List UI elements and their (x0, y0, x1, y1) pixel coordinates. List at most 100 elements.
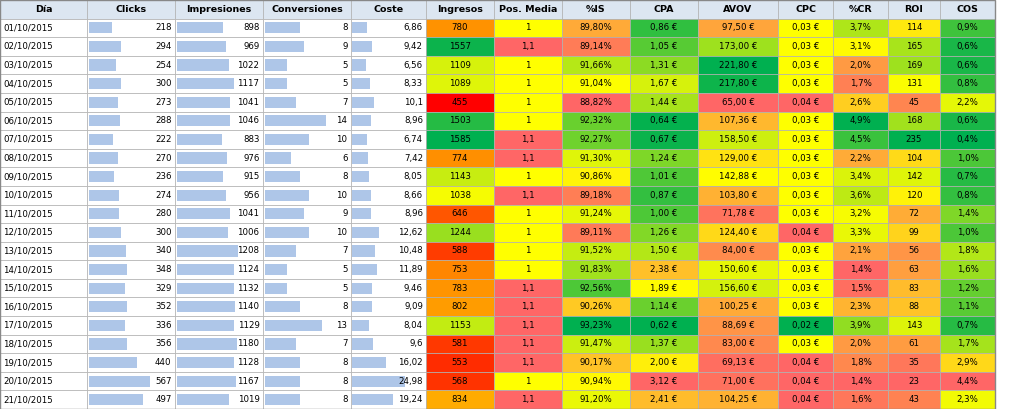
Bar (351, 167, 426, 186)
Text: 11/10/2015: 11/10/2015 (3, 209, 54, 218)
Text: 88,82%: 88,82% (579, 98, 612, 107)
Bar (0, 242, 87, 260)
Bar (353, 134, 366, 145)
Text: 9: 9 (342, 42, 348, 51)
Bar (0, 112, 87, 130)
Text: 3,6%: 3,6% (850, 191, 872, 200)
Text: 222: 222 (155, 135, 172, 144)
Bar (426, 74, 494, 93)
Bar (175, 74, 263, 93)
Bar (87, 130, 175, 149)
Bar (833, 335, 888, 353)
Bar (888, 56, 941, 74)
Text: 336: 336 (155, 321, 172, 330)
Bar (494, 130, 562, 149)
Bar (88, 264, 127, 275)
Text: 90,86%: 90,86% (579, 172, 612, 181)
Bar (562, 0, 630, 18)
Bar (494, 37, 562, 56)
Text: 270: 270 (155, 153, 172, 162)
Text: 17/10/2015: 17/10/2015 (3, 321, 54, 330)
Text: 1,4%: 1,4% (850, 265, 872, 274)
Bar (177, 190, 225, 201)
Bar (175, 204, 263, 223)
Text: 1: 1 (525, 116, 531, 125)
Bar (426, 56, 494, 74)
Text: 1,00 €: 1,00 € (650, 209, 678, 218)
Bar (778, 372, 833, 391)
Bar (562, 297, 630, 316)
Bar (698, 279, 778, 297)
Bar (888, 391, 941, 409)
Bar (264, 41, 305, 52)
Text: 254: 254 (155, 61, 172, 70)
Bar (494, 0, 562, 18)
Bar (88, 227, 121, 238)
Bar (0, 372, 87, 391)
Bar (888, 130, 941, 149)
Bar (778, 93, 833, 112)
Bar (177, 245, 239, 256)
Bar (630, 223, 698, 242)
Bar (833, 316, 888, 335)
Bar (175, 391, 263, 409)
Text: 5: 5 (342, 284, 348, 293)
Bar (264, 375, 300, 387)
Bar (833, 372, 888, 391)
Bar (698, 353, 778, 372)
Text: 91,47%: 91,47% (579, 339, 612, 348)
Bar (263, 112, 351, 130)
Bar (351, 0, 426, 18)
Bar (426, 260, 494, 279)
Bar (494, 18, 562, 37)
Bar (263, 335, 351, 353)
Text: 124,40 €: 124,40 € (719, 228, 757, 237)
Text: 5: 5 (342, 61, 348, 70)
Text: 92,32%: 92,32% (579, 116, 612, 125)
Text: 0,8%: 0,8% (957, 191, 979, 200)
Bar (264, 227, 309, 238)
Text: 4,9%: 4,9% (850, 116, 872, 125)
Bar (351, 279, 426, 297)
Bar (888, 167, 941, 186)
Bar (778, 391, 833, 409)
Bar (175, 93, 263, 112)
Bar (630, 0, 698, 18)
Bar (778, 149, 833, 167)
Text: 142,88 €: 142,88 € (719, 172, 757, 181)
Bar (941, 56, 995, 74)
Bar (263, 186, 351, 204)
Bar (888, 316, 941, 335)
Bar (263, 93, 351, 112)
Bar (833, 353, 888, 372)
Bar (426, 18, 494, 37)
Text: 12/10/2015: 12/10/2015 (3, 228, 54, 237)
Text: 6,56: 6,56 (403, 61, 423, 70)
Bar (698, 0, 778, 18)
Bar (87, 18, 175, 37)
Bar (630, 18, 698, 37)
Text: 0,86 €: 0,86 € (650, 23, 678, 32)
Text: 21/10/2015: 21/10/2015 (3, 395, 54, 404)
Bar (778, 223, 833, 242)
Bar (888, 112, 941, 130)
Bar (426, 37, 494, 56)
Bar (175, 316, 263, 335)
Bar (263, 391, 351, 409)
Text: 780: 780 (452, 23, 468, 32)
Bar (177, 97, 229, 108)
Text: 581: 581 (452, 339, 468, 348)
Text: 10: 10 (336, 135, 348, 144)
Text: 1124: 1124 (238, 265, 259, 274)
Text: 455: 455 (452, 98, 468, 107)
Text: 1,8%: 1,8% (850, 358, 872, 367)
Text: 19/10/2015: 19/10/2015 (3, 358, 54, 367)
Text: 1046: 1046 (238, 116, 259, 125)
Text: 12,62: 12,62 (398, 228, 423, 237)
Bar (833, 167, 888, 186)
Bar (264, 115, 326, 126)
Bar (494, 112, 562, 130)
Bar (353, 245, 375, 256)
Bar (264, 171, 300, 182)
Bar (941, 242, 995, 260)
